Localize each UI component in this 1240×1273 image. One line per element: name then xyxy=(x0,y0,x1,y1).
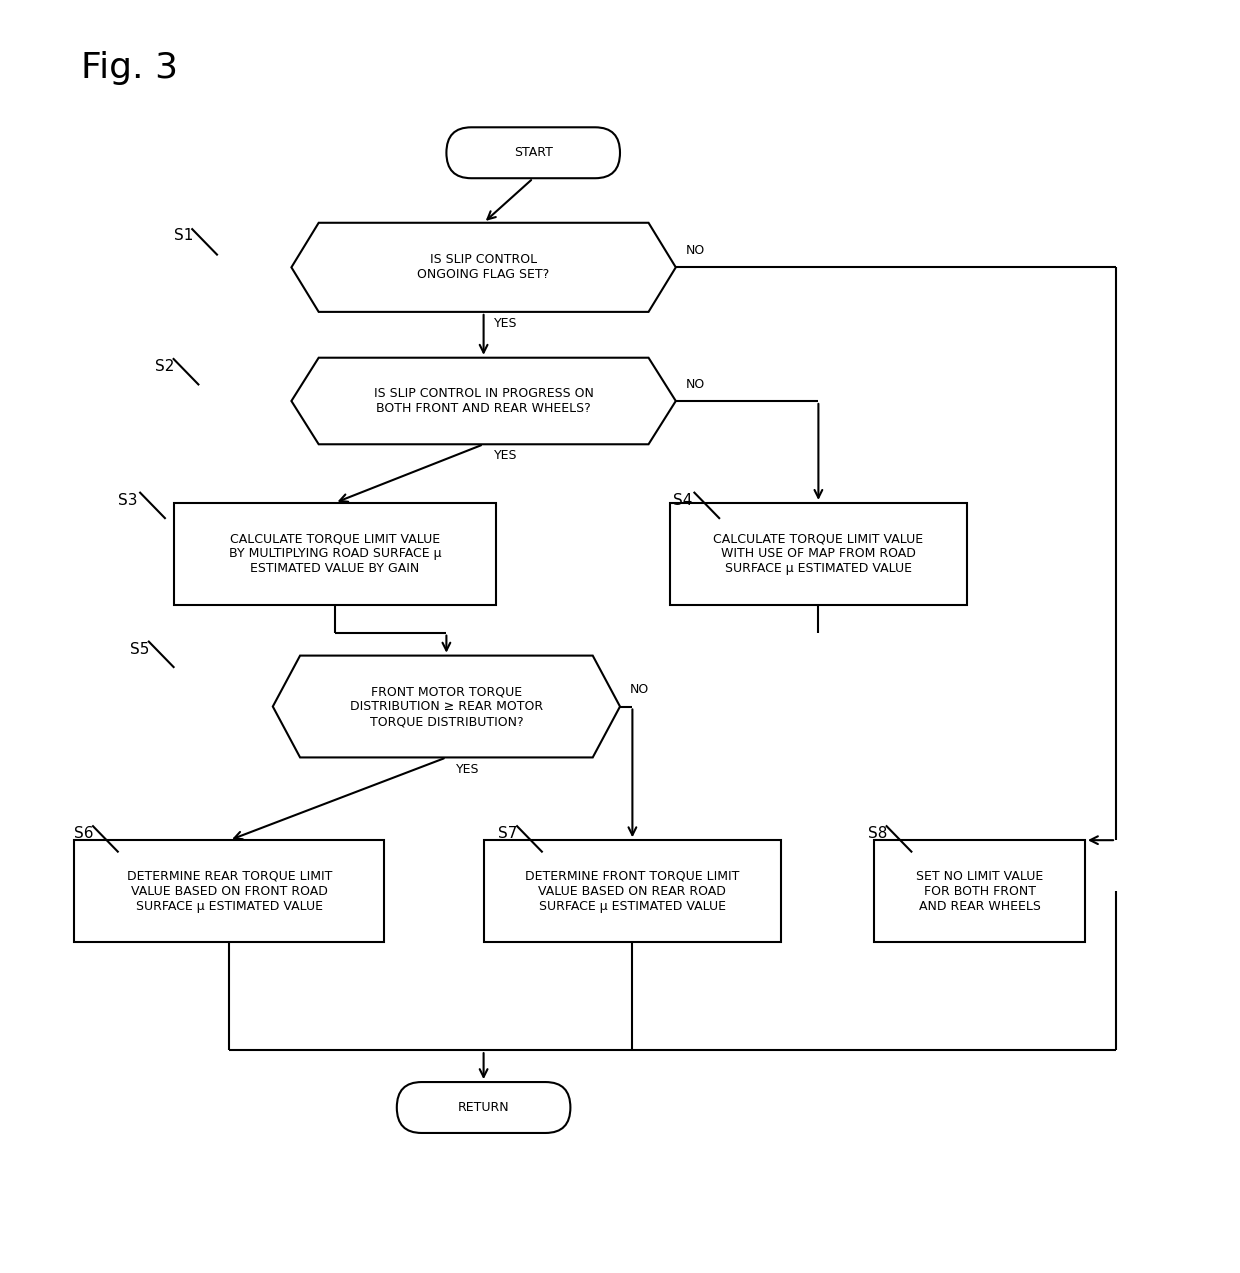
Text: SET NO LIMIT VALUE
FOR BOTH FRONT
AND REAR WHEELS: SET NO LIMIT VALUE FOR BOTH FRONT AND RE… xyxy=(916,869,1043,913)
FancyBboxPatch shape xyxy=(446,127,620,178)
Polygon shape xyxy=(273,656,620,757)
Polygon shape xyxy=(291,223,676,312)
Text: S4: S4 xyxy=(673,493,693,508)
Text: FRONT MOTOR TORQUE
DISTRIBUTION ≥ REAR MOTOR
TORQUE DISTRIBUTION?: FRONT MOTOR TORQUE DISTRIBUTION ≥ REAR M… xyxy=(350,685,543,728)
Bar xyxy=(174,503,496,605)
Text: NO: NO xyxy=(686,244,706,257)
Text: NO: NO xyxy=(630,684,650,696)
Text: S6: S6 xyxy=(74,826,94,841)
Text: S2: S2 xyxy=(155,359,175,374)
Text: Fig. 3: Fig. 3 xyxy=(81,51,177,85)
Text: START: START xyxy=(513,146,553,159)
Text: S8: S8 xyxy=(868,826,888,841)
Text: RETURN: RETURN xyxy=(458,1101,510,1114)
Text: IS SLIP CONTROL IN PROGRESS ON
BOTH FRONT AND REAR WHEELS?: IS SLIP CONTROL IN PROGRESS ON BOTH FRON… xyxy=(373,387,594,415)
FancyBboxPatch shape xyxy=(397,1082,570,1133)
Text: NO: NO xyxy=(686,378,706,391)
Text: S7: S7 xyxy=(498,826,518,841)
Text: S3: S3 xyxy=(118,493,138,508)
Text: YES: YES xyxy=(494,317,517,330)
Text: DETERMINE FRONT TORQUE LIMIT
VALUE BASED ON REAR ROAD
SURFACE μ ESTIMATED VALUE: DETERMINE FRONT TORQUE LIMIT VALUE BASED… xyxy=(526,869,739,913)
Bar xyxy=(874,840,1085,942)
Text: IS SLIP CONTROL
ONGOING FLAG SET?: IS SLIP CONTROL ONGOING FLAG SET? xyxy=(418,253,549,281)
Polygon shape xyxy=(291,358,676,444)
Text: YES: YES xyxy=(456,763,480,775)
Bar xyxy=(74,840,384,942)
Bar xyxy=(484,840,781,942)
Text: CALCULATE TORQUE LIMIT VALUE
WITH USE OF MAP FROM ROAD
SURFACE μ ESTIMATED VALUE: CALCULATE TORQUE LIMIT VALUE WITH USE OF… xyxy=(713,532,924,575)
Text: YES: YES xyxy=(494,449,517,462)
Text: DETERMINE REAR TORQUE LIMIT
VALUE BASED ON FRONT ROAD
SURFACE μ ESTIMATED VALUE: DETERMINE REAR TORQUE LIMIT VALUE BASED … xyxy=(126,869,332,913)
Bar xyxy=(670,503,967,605)
Text: S1: S1 xyxy=(174,228,193,243)
Text: CALCULATE TORQUE LIMIT VALUE
BY MULTIPLYING ROAD SURFACE μ
ESTIMATED VALUE BY GA: CALCULATE TORQUE LIMIT VALUE BY MULTIPLY… xyxy=(228,532,441,575)
Text: S5: S5 xyxy=(130,642,150,657)
